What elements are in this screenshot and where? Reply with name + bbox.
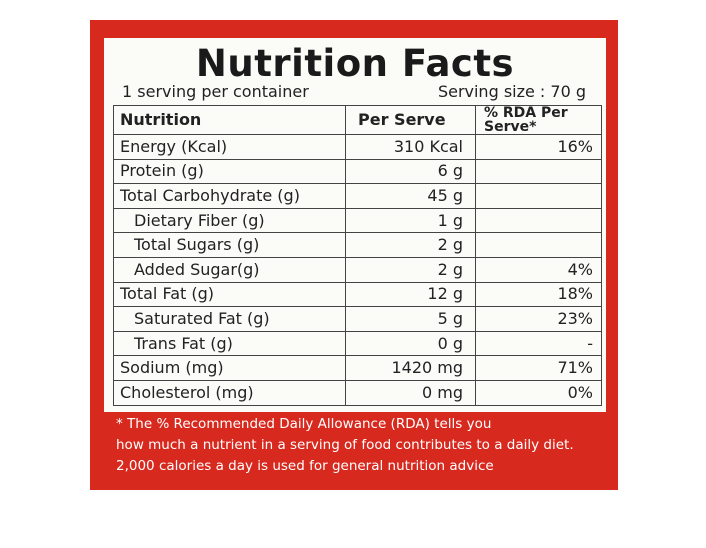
table-cell: Energy (Kcal) [113,134,346,160]
table-cell: Sodium (mg) [113,355,346,381]
column-header: Nutrition [113,105,346,135]
table-cell: Dietary Fiber (g) [113,207,346,234]
table-cell: 71% [475,355,602,381]
table-cell: 0 mg [345,379,476,406]
serving-size: Serving size : 70 g [437,82,586,101]
table-cell: Saturated Fat (g) [113,306,346,332]
table-cell [475,232,602,258]
table-row: Protein (g) 6 g [113,158,602,185]
table-cell: 16% [475,134,602,160]
table-cell: Cholesterol (mg) [113,379,346,406]
table-cell: 6 g [345,158,476,185]
title: Nutrition Facts [195,42,515,85]
table-row: Trans Fat (g) 0 g- [113,330,602,357]
table-row: Sodium (mg) 1420 mg 71% [113,355,602,381]
table-cell: Total Sugars (g) [113,232,346,258]
table-cell: 45 g [345,183,476,209]
table-row: Dietary Fiber (g) 1 g [113,207,602,234]
column-header: Per Serve [345,105,476,135]
table-row: Saturated Fat (g) 5 g 23% [113,306,602,332]
table-cell: Added Sugar(g) [113,256,346,283]
table-cell: 18% [475,281,602,308]
table-cell: - [475,330,602,357]
label-panel: Nutrition Facts 1 serving per container … [90,20,618,490]
footnote-line: 2,000 calories a day is used for general… [116,458,494,474]
table-cell: Trans Fat (g) [113,330,346,357]
table-cell [475,207,602,234]
table-cell: 4% [475,256,602,283]
table-row: Added Sugar(g) 2 g 4% [113,256,602,283]
footnote-line: how much a nutrient in a serving of food… [116,437,574,453]
table-row: Total Sugars (g) 2 g [113,232,602,258]
nutrition-table: Nutrition Per Serve% RDA Per Serve* Energy… [113,105,602,406]
table-cell: 12 g [345,281,476,308]
servings: 1 serving per container [122,82,309,101]
table-cell [475,158,602,185]
table-row: Total Carbohydrate (g) 45 g [113,183,602,209]
table-cell: 2 g [345,232,476,258]
table-cell: 5 g [345,306,476,332]
column-header: % RDA Per Serve* [475,105,602,135]
table-row: Total Fat (g) 12 g 18% [113,281,602,308]
table-cell: 23% [475,306,602,332]
table-cell: 310 Kcal [345,134,476,160]
table-cell: Total Carbohydrate (g) [113,183,346,209]
table-cell: 2 g [345,256,476,283]
table-cell: Protein (g) [113,158,346,185]
table-cell: 0% [475,379,602,406]
table-cell: 1420 mg [345,355,476,381]
table-cell [475,183,602,209]
table-row: Cholesterol (mg) 0 mg 0% [113,379,602,406]
facts-card: Nutrition Facts 1 serving per container … [104,38,606,412]
table-cell: 0 g [345,330,476,357]
table-cell: Total Fat (g) [113,281,346,308]
footnote-line: * The % Recommended Daily Allowance (RDA… [116,416,492,432]
table-row: Energy (Kcal) 310 Kcal 16% [113,134,602,160]
table-cell: 1 g [345,207,476,234]
footnote: * The % Recommended Daily Allowance (RDA… [116,414,574,477]
header-row: Nutrition Per Serve% RDA Per Serve* [113,105,602,135]
